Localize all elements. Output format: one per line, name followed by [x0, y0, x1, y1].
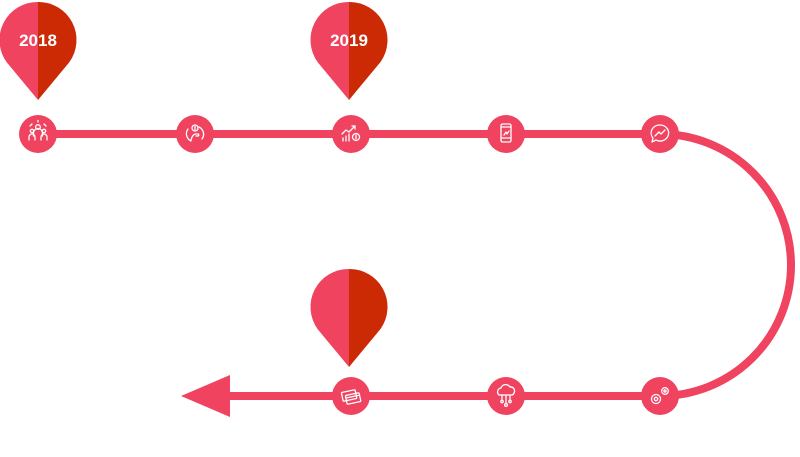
messenger-icon: [650, 124, 670, 143]
pin-2019-label: 2019: [330, 31, 368, 50]
timeline-track: [38, 130, 795, 417]
arrow-head: [181, 375, 230, 417]
money-hand-icon: [185, 124, 205, 142]
mobile-phone-icon: [500, 123, 512, 143]
node-growth[interactable]: [332, 115, 370, 153]
node-messenger[interactable]: [641, 115, 679, 153]
growth-chart-icon: [341, 125, 361, 142]
node-team[interactable]: [19, 115, 57, 153]
gears-icon: [650, 387, 669, 405]
pin-bottom[interactable]: [310, 268, 388, 367]
node-mobile[interactable]: [487, 115, 525, 153]
pin-2019[interactable]: 2019: [310, 1, 388, 101]
credit-cards-icon: [340, 389, 362, 405]
team-icon: [28, 119, 48, 141]
timeline-nodes: [19, 115, 679, 415]
cloud-network-icon: [496, 383, 516, 408]
track-curve: [659, 130, 795, 400]
pin-2018-label: 2018: [19, 31, 57, 50]
node-cards[interactable]: [332, 377, 370, 415]
pin-2018[interactable]: 2018: [0, 1, 77, 101]
